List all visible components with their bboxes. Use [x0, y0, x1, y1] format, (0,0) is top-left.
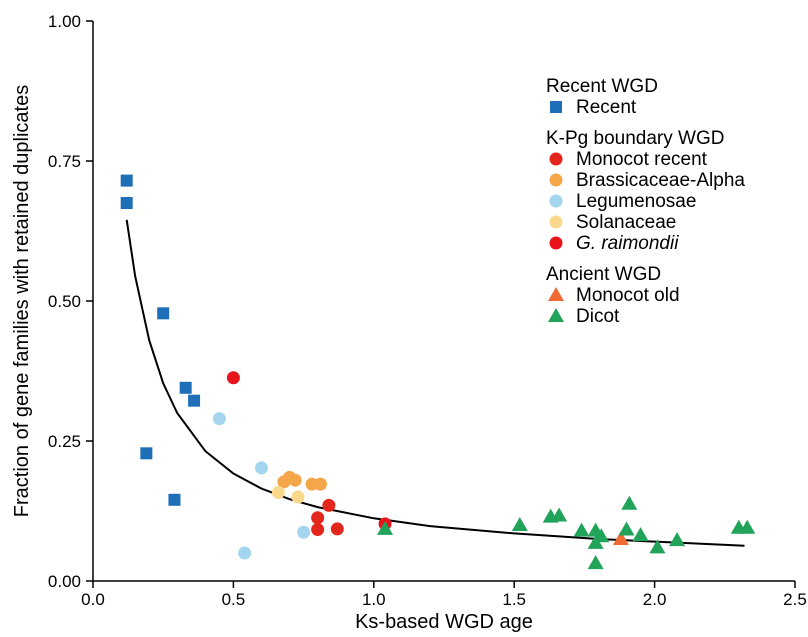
legend-marker-solanaceae — [549, 215, 563, 229]
point-monocot-recent — [330, 522, 344, 536]
legend-marker-dicot — [548, 308, 564, 322]
point-dicot — [587, 555, 604, 570]
series-solanaceae — [271, 486, 305, 504]
point-dicot — [573, 522, 590, 537]
series-monocot-old — [612, 531, 629, 545]
legend-label-legumenosae: Legumenosae — [576, 191, 696, 212]
y-ticks: 0.00 0.25 0.50 0.75 1.00 — [48, 12, 93, 591]
legend-label-brassicaceae-alpha: Brassicaceae-Alpha — [576, 170, 745, 191]
series-legumenosae — [212, 412, 311, 560]
point-recent — [140, 447, 153, 460]
legend-marker-legumenosae — [549, 194, 563, 208]
legend-label-dicot: Dicot — [576, 306, 620, 327]
series-monocot-recent — [311, 498, 344, 536]
legend-label-monocot-old: Monocot old — [576, 285, 680, 306]
series-recent — [120, 174, 201, 506]
legend-marker-brassicaceae-alpha — [549, 173, 563, 187]
series-brassicaceae-alpha — [277, 470, 327, 491]
point-recent — [157, 307, 170, 320]
x-ticks: 0.0 0.5 1.0 1.5 2.0 2.5 — [81, 581, 807, 609]
point-dicot — [739, 519, 756, 534]
point-legumenosae — [297, 525, 311, 539]
point-legumenosae — [212, 412, 226, 426]
legend-label-solanaceae: Solanaceae — [576, 212, 676, 233]
point-dicot — [618, 521, 635, 536]
y-tick-label: 0.50 — [48, 292, 81, 311]
point-recent — [179, 381, 192, 394]
point-recent — [120, 174, 133, 187]
y-tick-label: 1.00 — [48, 12, 81, 31]
point-dicot — [377, 520, 394, 535]
point-solanaceae — [271, 486, 285, 500]
point-legumenosae — [238, 546, 252, 560]
point-dicot — [649, 539, 666, 554]
legend-marker-recent — [550, 101, 562, 113]
x-tick-label: 2.5 — [783, 590, 807, 609]
x-tick-label: 0.0 — [81, 590, 105, 609]
legend-group-title: K-Pg boundary WGD — [546, 128, 724, 149]
point-recent — [168, 493, 181, 506]
y-tick-label: 0.00 — [48, 572, 81, 591]
point-g-raimondii — [226, 371, 240, 385]
y-axis-title: Fraction of gene families with retained … — [11, 85, 33, 517]
point-monocot-recent — [311, 511, 325, 525]
legend-label-g-raimondii: G. raimondii — [576, 233, 679, 254]
point-dicot — [669, 532, 686, 547]
point-recent — [188, 394, 201, 407]
legend-group-title: Ancient WGD — [546, 264, 661, 285]
series-g-raimondii — [226, 371, 392, 531]
x-axis-title: Ks-based WGD age — [355, 611, 533, 633]
point-dicot — [511, 517, 528, 531]
axes — [92, 21, 795, 582]
legend-marker-monocot-recent — [549, 152, 563, 166]
x-tick-label: 2.0 — [643, 590, 667, 609]
data-points — [120, 174, 756, 570]
point-brassicaceae-alpha — [288, 473, 302, 487]
y-tick-label: 0.75 — [48, 152, 81, 171]
point-legumenosae — [254, 461, 268, 475]
x-tick-label: 1.5 — [502, 590, 526, 609]
x-tick-label: 0.5 — [222, 590, 246, 609]
point-brassicaceae-alpha — [313, 477, 327, 491]
point-dicot — [551, 507, 568, 522]
point-recent — [120, 197, 133, 209]
point-dicot — [632, 527, 649, 542]
legend-label-monocot-recent: Monocot recent — [576, 149, 708, 170]
x-tick-label: 1.0 — [362, 590, 386, 609]
point-dicot — [621, 495, 638, 510]
point-monocot-old — [612, 531, 629, 545]
legend-label-recent: Recent — [576, 97, 637, 118]
series-dicot — [377, 495, 756, 570]
y-tick-label: 0.25 — [48, 432, 81, 451]
point-dicot — [587, 534, 604, 549]
legend-group-title: Recent WGD — [546, 76, 658, 97]
point-monocot-recent — [311, 522, 325, 536]
point-solanaceae — [291, 490, 305, 504]
legend-marker-g-raimondii — [549, 236, 563, 250]
legend-marker-monocot-old — [548, 287, 564, 301]
point-monocot-recent — [322, 498, 336, 512]
